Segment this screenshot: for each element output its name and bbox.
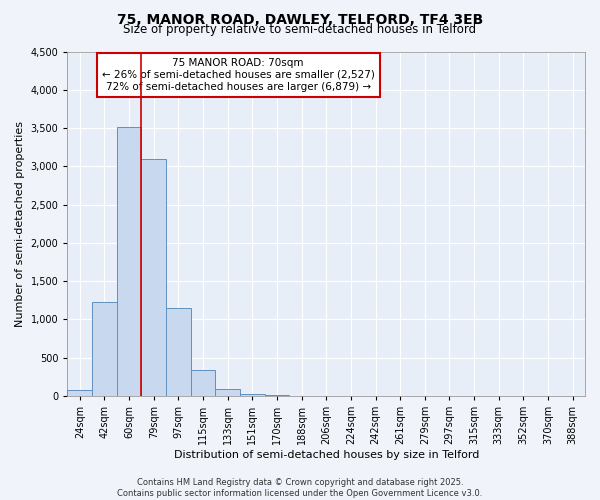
- Bar: [67, 390, 92, 396]
- Bar: [117, 126, 142, 396]
- Text: 75, MANOR ROAD, DAWLEY, TELFORD, TF4 3EB: 75, MANOR ROAD, DAWLEY, TELFORD, TF4 3EB: [117, 12, 483, 26]
- Text: Contains HM Land Registry data © Crown copyright and database right 2025.
Contai: Contains HM Land Registry data © Crown c…: [118, 478, 482, 498]
- Text: 75 MANOR ROAD: 70sqm
← 26% of semi-detached houses are smaller (2,527)
72% of se: 75 MANOR ROAD: 70sqm ← 26% of semi-detac…: [102, 58, 374, 92]
- Bar: [215, 389, 240, 396]
- Text: Size of property relative to semi-detached houses in Telford: Size of property relative to semi-detach…: [124, 22, 476, 36]
- X-axis label: Distribution of semi-detached houses by size in Telford: Distribution of semi-detached houses by …: [173, 450, 479, 460]
- Bar: [142, 158, 166, 396]
- Bar: [92, 302, 117, 396]
- Bar: [166, 308, 191, 396]
- Y-axis label: Number of semi-detached properties: Number of semi-detached properties: [15, 121, 25, 327]
- Bar: [191, 370, 215, 396]
- Bar: [240, 394, 265, 396]
